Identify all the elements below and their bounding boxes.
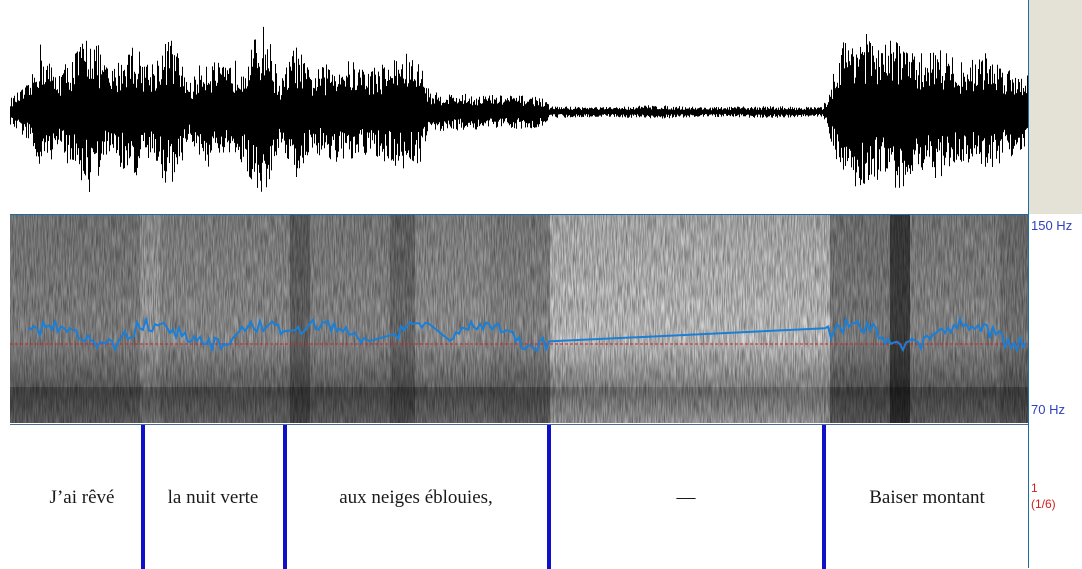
interval-text[interactable]: Baiser montant bbox=[869, 487, 985, 508]
max-frequency-label: 150 Hz bbox=[1031, 218, 1073, 233]
right-axis-strip bbox=[1028, 0, 1082, 568]
interval-boundary[interactable] bbox=[283, 425, 287, 569]
interval-text[interactable]: J’ai rêvé bbox=[49, 487, 115, 508]
pane-divider bbox=[10, 214, 1028, 215]
pitch-track bbox=[27, 315, 1027, 354]
interval-text[interactable]: aux neiges éblouies, bbox=[339, 487, 493, 508]
min-frequency-label: 70 Hz bbox=[1031, 402, 1065, 417]
tier-number: 1 bbox=[1031, 481, 1038, 495]
interval-text[interactable]: la nuit verte bbox=[167, 487, 259, 508]
interval-boundary[interactable] bbox=[822, 425, 826, 569]
spectrogram bbox=[10, 215, 1028, 423]
interval-boundary[interactable] bbox=[547, 425, 551, 569]
tier-position: (1/6) bbox=[1031, 497, 1056, 511]
interval-boundary[interactable] bbox=[141, 425, 145, 569]
waveform-pane[interactable] bbox=[10, 10, 1028, 214]
text-tier[interactable]: J’ai rêvé la nuit verte aux neiges éblou… bbox=[10, 424, 1028, 569]
interval-text[interactable]: — bbox=[676, 487, 696, 508]
spectrogram-pane[interactable] bbox=[10, 215, 1028, 423]
waveform bbox=[10, 26, 1028, 192]
